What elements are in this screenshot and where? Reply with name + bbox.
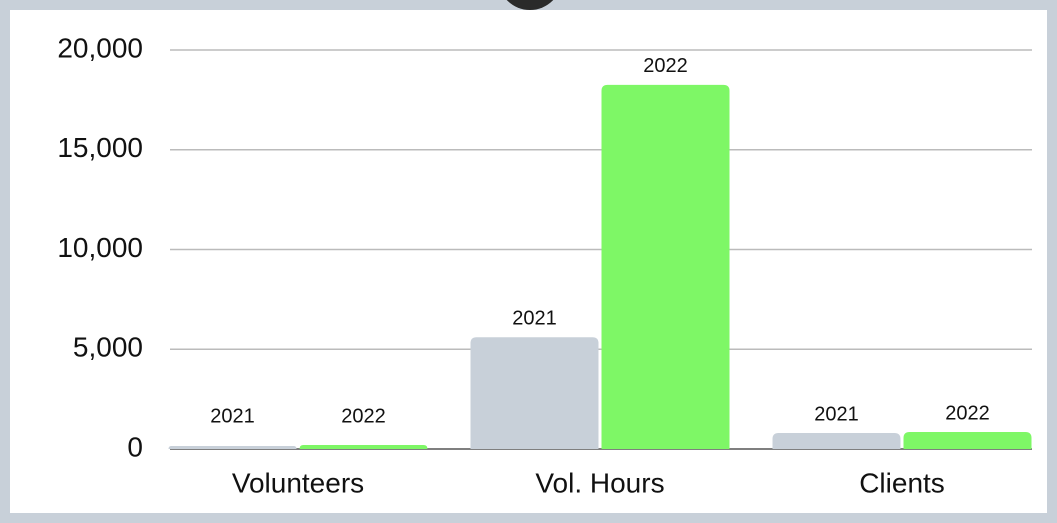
y-tick-label: 15,000 — [57, 132, 143, 163]
bar-label: 2021 — [210, 405, 255, 427]
x-tick-label: Clients — [859, 467, 945, 498]
y-tick-label: 5,000 — [73, 332, 143, 363]
bar — [300, 445, 428, 449]
bar-label: 2022 — [341, 405, 386, 427]
bar-label: 2021 — [814, 403, 859, 425]
x-tick-label: Volunteers — [232, 467, 364, 498]
y-tick-label: 20,000 — [57, 32, 143, 63]
y-tick-label: 0 — [127, 431, 143, 462]
bar-label: 2021 — [512, 308, 557, 330]
y-tick-label: 10,000 — [57, 232, 143, 263]
bar-label: 2022 — [643, 55, 688, 77]
chart: 0 5,000 10,000 15,000 20,000 Volunteers 2021 20… — [0, 0, 1057, 523]
x-tick-label: Vol. Hours — [535, 467, 664, 498]
bar — [904, 432, 1032, 449]
bar — [602, 85, 730, 449]
bar — [169, 446, 297, 449]
bar — [773, 433, 901, 449]
page: 0 5,000 10,000 15,000 20,000 Volunteers 2021 20… — [0, 0, 1057, 523]
bar — [471, 337, 599, 449]
bar-label: 2022 — [945, 402, 990, 424]
